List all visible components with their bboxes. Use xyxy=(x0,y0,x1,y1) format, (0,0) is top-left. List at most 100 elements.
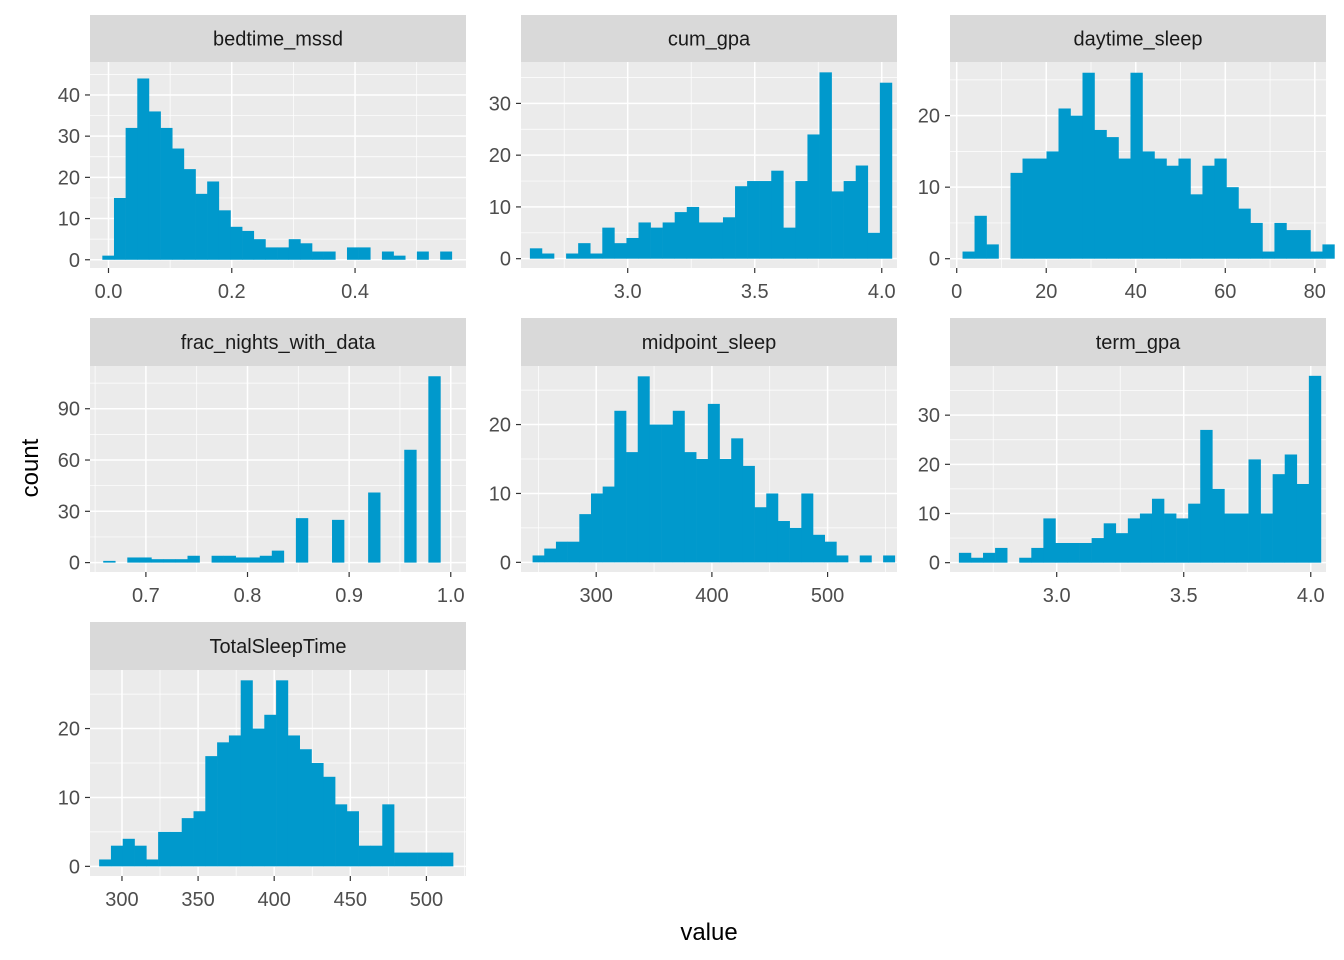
histogram-bar xyxy=(1260,513,1273,563)
histogram-bar xyxy=(158,831,171,867)
x-tick-label: 0.7 xyxy=(132,585,160,607)
histogram-bar xyxy=(218,210,231,260)
y-tick-label: 0 xyxy=(500,552,511,574)
x-tick-label: 80 xyxy=(1304,281,1326,303)
histogram-bar xyxy=(879,82,893,259)
histogram-bar xyxy=(859,555,872,563)
y-tick-label: 60 xyxy=(58,450,80,472)
histogram-bar xyxy=(1115,533,1129,563)
histogram-bar xyxy=(1082,72,1095,259)
histogram-bar xyxy=(299,749,312,867)
x-tick-label: 1.0 xyxy=(437,585,465,607)
histogram-bar xyxy=(102,255,115,260)
x-tick-label: 4.0 xyxy=(1297,585,1325,607)
histogram-bar xyxy=(205,756,218,867)
histogram-bar xyxy=(134,845,147,867)
x-tick-label: 60 xyxy=(1214,281,1236,303)
histogram-bar xyxy=(650,227,663,259)
histogram-bar xyxy=(731,438,744,563)
facet-strip xyxy=(90,318,466,366)
histogram-bar xyxy=(801,493,814,563)
histogram-bar xyxy=(1164,513,1177,563)
histogram-bar xyxy=(831,191,844,259)
histogram-bar xyxy=(311,763,324,867)
histogram-bar xyxy=(1176,518,1189,563)
histogram-bar xyxy=(661,424,674,563)
panel-background xyxy=(90,366,466,572)
histogram-bar xyxy=(346,247,359,260)
histogram-bar xyxy=(346,811,359,867)
histogram-bar xyxy=(541,253,555,259)
histogram-bar xyxy=(1118,158,1131,259)
histogram-bar xyxy=(1106,137,1119,259)
facet-strip xyxy=(521,15,897,62)
histogram-bar xyxy=(590,493,603,563)
histogram-bar xyxy=(795,181,808,259)
histogram-bar xyxy=(1188,503,1201,563)
histogram-bar xyxy=(722,217,736,259)
x-tick-label: 0.9 xyxy=(335,585,363,607)
histogram-bar xyxy=(127,557,140,563)
histogram-bar xyxy=(686,206,700,259)
x-tick-label: 3.5 xyxy=(1170,585,1198,607)
x-tick-label: 3.5 xyxy=(741,281,769,303)
x-tick-label: 0.2 xyxy=(218,281,246,303)
histogram-bar xyxy=(1298,230,1311,259)
x-tick-label: 40 xyxy=(1125,281,1147,303)
histogram-bar xyxy=(1046,151,1059,259)
histogram-bar xyxy=(819,72,832,259)
y-tick-label: 20 xyxy=(58,719,80,741)
histogram-bar xyxy=(265,247,278,260)
x-tick-label: 300 xyxy=(580,585,613,607)
x-tick-label: 3.0 xyxy=(1043,585,1071,607)
histogram-bar xyxy=(247,557,261,563)
histogram-bar xyxy=(867,232,881,259)
x-axis-title: value xyxy=(680,919,737,946)
histogram-bar xyxy=(394,852,407,867)
histogram-bar xyxy=(1079,542,1092,563)
histogram-bar xyxy=(719,459,732,563)
histogram-bar xyxy=(217,742,230,867)
histogram-bar xyxy=(578,243,591,259)
y-tick-label: 10 xyxy=(58,209,80,231)
histogram-bar xyxy=(223,555,236,563)
histogram-bar xyxy=(163,559,176,563)
histogram-bar xyxy=(1284,454,1298,563)
histogram-bar xyxy=(674,212,688,259)
histogram-bar xyxy=(1322,244,1335,259)
histogram-bar xyxy=(1127,518,1141,563)
y-tick-label: 10 xyxy=(489,197,511,219)
histogram-bar xyxy=(843,181,857,259)
x-tick-label: 500 xyxy=(410,889,443,911)
y-tick-label: 10 xyxy=(58,787,80,809)
histogram-bar xyxy=(288,239,301,260)
y-tick-label: 90 xyxy=(58,399,80,421)
y-tick-label: 0 xyxy=(69,553,80,575)
facet-strip xyxy=(950,318,1326,366)
x-tick-label: 350 xyxy=(181,889,214,911)
histogram-bar xyxy=(662,222,676,259)
histogram-bar xyxy=(146,859,159,867)
histogram-bar xyxy=(1310,251,1323,259)
y-tick-label: 20 xyxy=(489,415,511,437)
x-tick-label: 3.0 xyxy=(614,281,642,303)
y-tick-label: 10 xyxy=(918,177,940,199)
histogram-bar xyxy=(1272,474,1286,563)
histogram-bar xyxy=(242,230,255,260)
y-tick-label: 0 xyxy=(929,553,940,575)
histogram-bar xyxy=(160,127,173,260)
histogram-bar xyxy=(235,557,249,563)
histogram-bar xyxy=(1022,158,1035,259)
histogram-bar xyxy=(555,541,568,563)
histogram-bar xyxy=(441,852,454,867)
facet-strip xyxy=(950,15,1326,62)
histogram-bar xyxy=(1154,158,1167,259)
histogram-bar xyxy=(602,227,615,259)
histogram-bar xyxy=(148,111,161,260)
histogram-bar xyxy=(393,255,406,260)
histogram-bar xyxy=(602,486,615,563)
histogram-bar xyxy=(707,403,720,563)
histogram-bar xyxy=(983,552,996,563)
panels-layer: bedtime_mssd 0 10 20 30 40 0.0 0.2 0.4 cum_gpa 0 10… xyxy=(58,15,1335,911)
facet-strip-label: frac_nights_with_data xyxy=(181,332,376,354)
